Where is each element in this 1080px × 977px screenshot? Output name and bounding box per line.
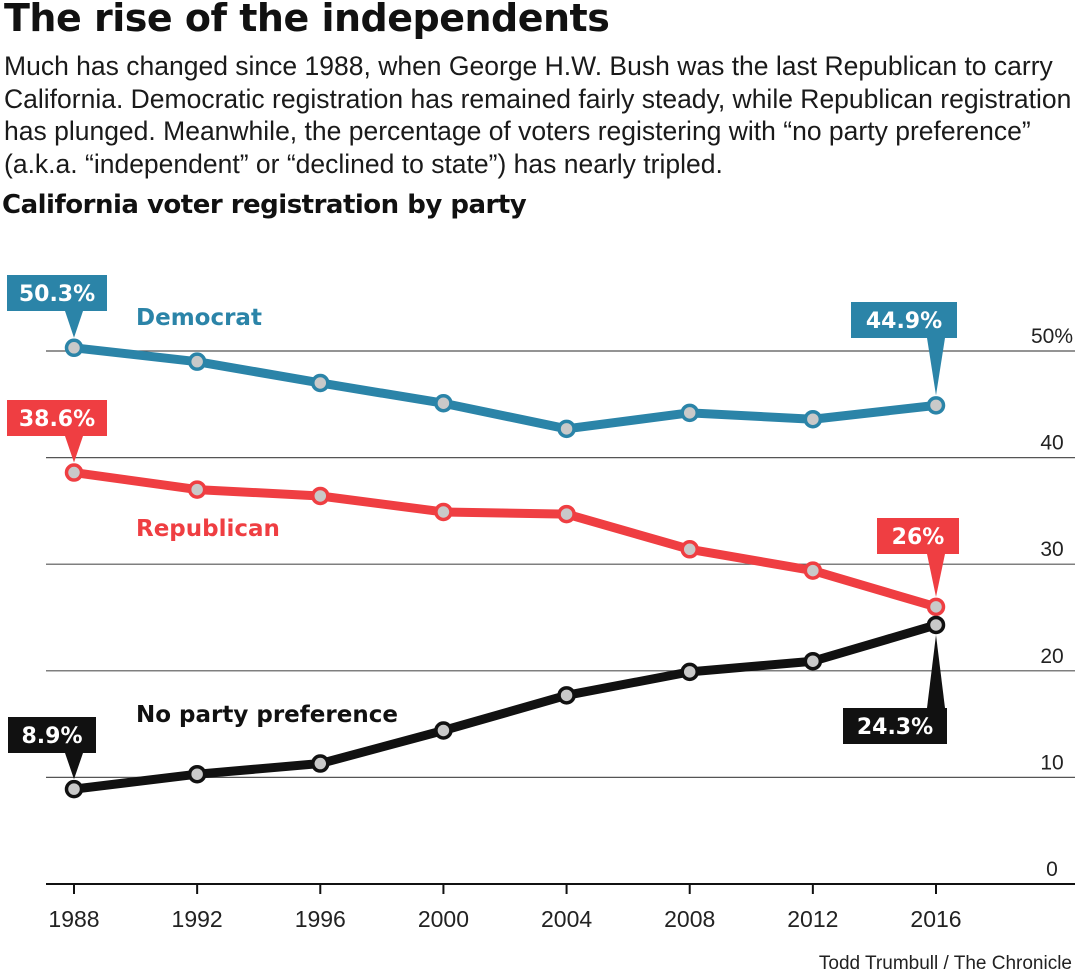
- data-point: [187, 480, 207, 499]
- x-tick-label: 2016: [910, 906, 961, 932]
- y-tick-label: 20: [1040, 645, 1063, 668]
- callout-label: 50.3%: [19, 282, 95, 307]
- data-point: [311, 486, 330, 506]
- callout-box: [877, 518, 959, 554]
- x-tick-labels: 1988 1992 1996 2000 2004 2008 2012 2016: [48, 884, 962, 932]
- chart-title: California voter registration by party: [2, 190, 527, 220]
- x-tick-label: 2004: [541, 906, 592, 932]
- callout-pointer: [65, 311, 83, 338]
- series-name-label: Democrat: [136, 305, 262, 331]
- x-tick-label: 1996: [295, 906, 346, 932]
- callouts: 50.3% 44.9% 38.6% 26% 8.9% 24.3%: [7, 275, 959, 780]
- data-point: [557, 504, 576, 524]
- x-tick-label: 1992: [172, 906, 223, 932]
- data-point: [557, 419, 576, 439]
- callout-label: 44.9%: [866, 309, 942, 334]
- x-tick-label: 2012: [787, 906, 838, 932]
- callout-label: 26%: [892, 525, 945, 550]
- callout-pointer: [65, 753, 83, 780]
- callout-pointer: [927, 634, 945, 708]
- data-point: [311, 754, 330, 773]
- callout-label: 8.9%: [21, 724, 82, 749]
- data-point: [803, 561, 823, 580]
- data-point: [187, 764, 207, 784]
- data-point: [680, 662, 699, 682]
- data-point: [926, 396, 946, 415]
- credit: Todd Trumbull / The Chronicle: [818, 953, 1072, 974]
- series-lines: [64, 338, 946, 799]
- data-point: [187, 352, 207, 371]
- data-point: [64, 463, 84, 482]
- series-name-label: No party preference: [136, 702, 398, 728]
- data-point: [434, 721, 453, 740]
- callout-pointer: [927, 338, 945, 396]
- x-tick-label: 2008: [664, 906, 715, 932]
- series-line-0: [69, 343, 941, 434]
- data-point: [803, 651, 823, 671]
- headline: The rise of the independents: [4, 0, 610, 40]
- series-line-2: [69, 620, 941, 794]
- data-point: [434, 502, 453, 522]
- dek-paragraph: Much has changed since 1988, when George…: [4, 51, 1072, 179]
- y-tick-label: 40: [1040, 432, 1063, 455]
- data-point: [64, 338, 84, 358]
- data-point: [680, 540, 699, 559]
- data-point: [557, 686, 576, 705]
- data-point: [680, 403, 699, 423]
- callout-box: [7, 275, 107, 311]
- series-line-1: [69, 468, 941, 612]
- data-point: [926, 615, 946, 635]
- callout-label: 24.3%: [857, 715, 933, 740]
- y-tick-label: 0: [1046, 858, 1058, 881]
- y-tick-label: 50%: [1031, 325, 1073, 348]
- gridlines: [46, 350, 1075, 885]
- data-point: [311, 373, 330, 393]
- callout-pointer: [927, 554, 945, 597]
- callout-box: [8, 717, 96, 753]
- x-tick-label: 1988: [48, 906, 99, 932]
- y-tick-labels: 0 10 20 30 40 50%: [1031, 325, 1073, 881]
- series-name-label: Republican: [136, 516, 280, 542]
- series-labels: Democrat Republican No party preference: [136, 305, 398, 728]
- y-tick-label: 30: [1040, 538, 1063, 561]
- y-tick-label: 10: [1040, 751, 1063, 774]
- callout-label: 38.6%: [19, 407, 95, 432]
- x-tick-label: 2000: [418, 906, 469, 932]
- callout-box: [843, 708, 947, 744]
- callout-box: [7, 400, 107, 436]
- data-point: [64, 779, 84, 799]
- callout-pointer: [65, 436, 83, 463]
- data-point: [434, 393, 453, 413]
- callout-box: [851, 302, 957, 338]
- data-point: [803, 409, 823, 429]
- data-point: [926, 597, 946, 617]
